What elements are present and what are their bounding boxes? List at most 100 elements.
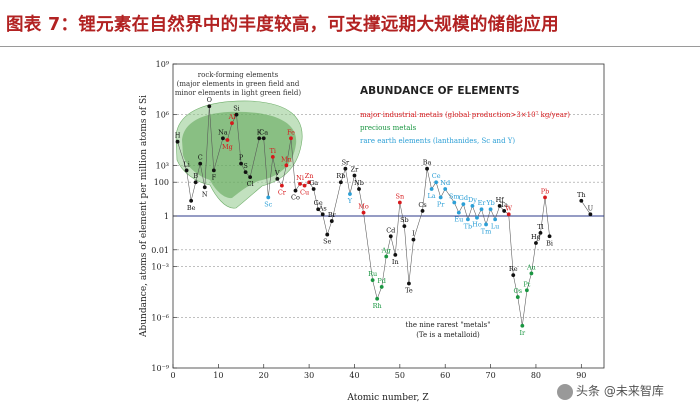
label-W: W	[505, 204, 512, 212]
label-Zr: Zr	[351, 165, 360, 173]
x-tick-label: 60	[440, 371, 450, 380]
rock-forming-subnote-1: (major elements in green field and	[177, 80, 300, 88]
label-Li: Li	[183, 160, 189, 168]
point-Pd	[379, 285, 384, 289]
label-Bi: Bi	[546, 239, 553, 247]
point-Th	[579, 198, 584, 203]
point-Ag	[384, 254, 389, 259]
point-Sb	[402, 224, 407, 229]
y-tick-label: 10⁶	[156, 111, 169, 120]
point-Tm	[484, 222, 488, 227]
label-Cd: Cd	[386, 226, 395, 234]
rock-forming-region-minor	[182, 111, 297, 199]
point-La	[429, 187, 434, 191]
point-Ca	[261, 136, 266, 141]
point-Se	[325, 232, 330, 237]
label-Be: Be	[187, 204, 196, 212]
x-tick-label: 10	[213, 371, 223, 380]
point-In	[393, 252, 398, 257]
point-Ba	[425, 166, 429, 171]
point-Rh	[375, 296, 380, 301]
watermark-logo-icon	[557, 383, 573, 400]
label-Pt: Pt	[523, 280, 530, 288]
label-Lu: Lu	[491, 222, 500, 230]
label-Pb: Pb	[541, 187, 550, 195]
point-Ga	[311, 187, 316, 191]
label-Zn: Zn	[305, 172, 314, 180]
point-Nb	[357, 187, 361, 191]
point-F	[211, 168, 216, 173]
point-Mn	[284, 163, 289, 168]
label-Mg: Mg	[222, 143, 233, 151]
point-Pt	[524, 288, 529, 293]
point-Os	[515, 295, 520, 299]
label-Th: Th	[577, 191, 586, 199]
watermark-text: 头条 @未来智库	[576, 384, 664, 398]
legend-major: major industrial metals (global producti…	[360, 111, 570, 119]
y-tick-label: 1	[164, 212, 169, 221]
point-Tb	[465, 217, 470, 222]
label-Nd: Nd	[440, 179, 450, 187]
point-Ni	[298, 182, 302, 186]
point-I	[411, 237, 416, 242]
label-Co: Co	[291, 194, 300, 202]
point-Ce	[434, 180, 439, 185]
point-Nd	[443, 187, 448, 191]
label-Hf: Hf	[496, 196, 505, 204]
y-tick-label: 0.01	[151, 246, 169, 255]
header-bar: 图表 7：锂元素在自然界中的丰度较高，可支撑远期大规模的储能应用	[0, 0, 700, 47]
label-N: N	[202, 190, 208, 198]
point-Ta	[502, 209, 507, 213]
x-tick-label: 80	[531, 371, 541, 380]
y-tick-label: 10⁻⁹	[151, 364, 169, 373]
label-P: P	[239, 154, 244, 162]
label-Ho: Ho	[472, 221, 482, 229]
label-Sr: Sr	[342, 159, 350, 167]
label-Dy: Dy	[468, 196, 477, 204]
y-tick-label: 10⁻³	[151, 263, 169, 272]
point-Co	[293, 188, 298, 193]
y-tick-label: 10⁹	[156, 60, 170, 69]
point-Tl	[538, 230, 543, 235]
x-tick-label: 30	[304, 371, 314, 380]
y-tick-label: 10⁻⁶	[151, 313, 169, 322]
label-Cr: Cr	[278, 189, 287, 197]
y-axis-ticks: 10⁹ 10⁶ 10³ 100 1 0.01 10⁻³ 10⁻⁶ 10⁻⁹	[151, 60, 177, 373]
point-Rb	[338, 180, 343, 185]
point-Eu	[456, 210, 461, 215]
label-V: V	[274, 169, 280, 177]
point-Er	[479, 207, 484, 212]
label-Ir: Ir	[519, 329, 526, 337]
label-Hg: Hg	[531, 233, 541, 241]
point-N	[202, 185, 207, 190]
x-axis-ticks: 0 10 20 30 40 50 60 70 80 90	[170, 364, 586, 380]
label-Sn: Sn	[396, 192, 405, 200]
point-Si	[234, 112, 239, 117]
point-Ho	[475, 215, 479, 220]
label-Al: Al	[228, 113, 236, 121]
figure-caption: 图表 7：锂元素在自然界中的丰度较高，可支撑远期大规模的储能应用	[6, 15, 559, 35]
label-La: La	[427, 192, 435, 200]
label-Ni: Ni	[296, 174, 304, 182]
point-Yb	[488, 207, 493, 212]
x-tick-label: 70	[485, 371, 495, 380]
label-Gd: Gd	[459, 194, 468, 202]
label-Y: Y	[347, 197, 353, 205]
x-tick-label: 0	[170, 371, 175, 380]
x-tick-label: 90	[576, 371, 586, 380]
label-Ce: Ce	[432, 172, 441, 180]
label-Ti: Ti	[270, 147, 276, 155]
point-Sc	[266, 195, 271, 200]
legend-ree: rare earth elements (lanthanides, Sc and…	[360, 137, 515, 145]
point-Bi	[547, 234, 552, 239]
point-Zr	[352, 173, 357, 178]
label-Ge: Ge	[314, 199, 323, 207]
rarest-note: the nine rarest "metals"	[406, 321, 491, 329]
label-Mn: Mn	[281, 155, 292, 163]
label-Mo: Mo	[358, 203, 369, 211]
label-Pr: Pr	[437, 200, 445, 208]
point-O	[207, 104, 212, 109]
label-Si: Si	[233, 105, 240, 113]
label-Ca: Ca	[259, 128, 268, 136]
